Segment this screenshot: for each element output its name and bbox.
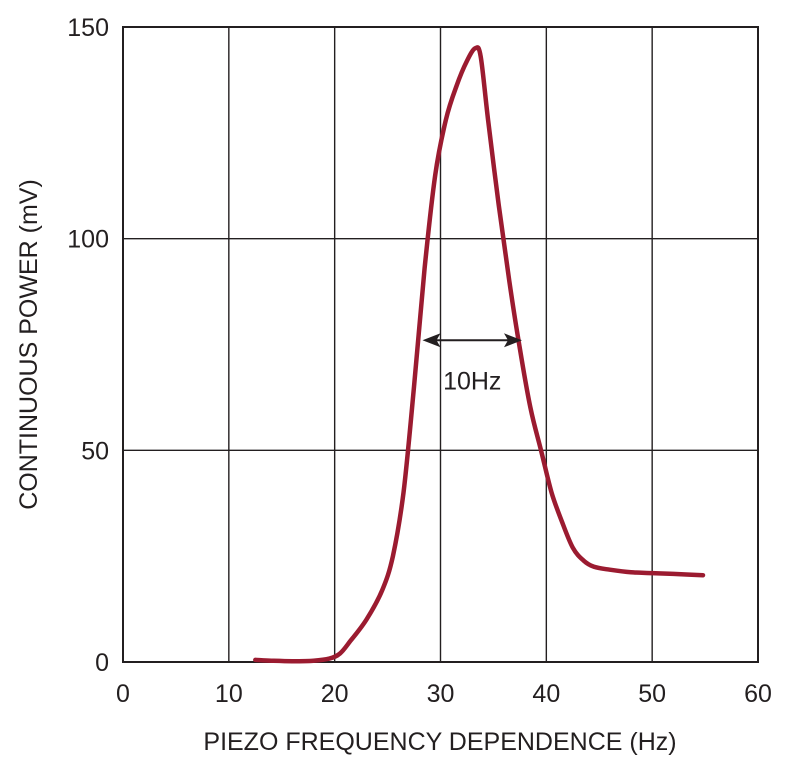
power-curve-line bbox=[253, 45, 706, 664]
power-curve-series bbox=[253, 45, 706, 664]
x-tick-label: 0 bbox=[116, 680, 130, 708]
arrowhead-left bbox=[422, 333, 441, 348]
y-tick-label: 50 bbox=[81, 437, 109, 465]
grid bbox=[123, 27, 758, 662]
x-tick-labels: 0 10 20 30 40 50 60 bbox=[116, 680, 772, 708]
x-tick-label: 20 bbox=[321, 680, 349, 708]
x-tick-label: 40 bbox=[532, 680, 560, 708]
y-tick-label: 0 bbox=[95, 649, 109, 677]
y-tick-label: 100 bbox=[67, 226, 109, 254]
y-tick-labels: 0 50 100 150 bbox=[67, 14, 109, 677]
x-tick-label: 50 bbox=[638, 680, 666, 708]
plot-frame bbox=[122, 26, 759, 663]
x-tick-label: 10 bbox=[215, 680, 243, 708]
bandwidth-annotation: 10Hz bbox=[422, 333, 522, 395]
x-axis-title: PIEZO FREQUENCY DEPENDENCE (Hz) bbox=[203, 728, 676, 756]
x-tick-label: 30 bbox=[427, 680, 455, 708]
x-tick-label: 60 bbox=[744, 680, 772, 708]
y-tick-label: 150 bbox=[67, 14, 109, 42]
y-axis-title: CONTINUOUS POWER (mV) bbox=[15, 179, 43, 510]
bandwidth-label: 10Hz bbox=[443, 367, 501, 395]
arrowhead-right bbox=[503, 333, 522, 348]
